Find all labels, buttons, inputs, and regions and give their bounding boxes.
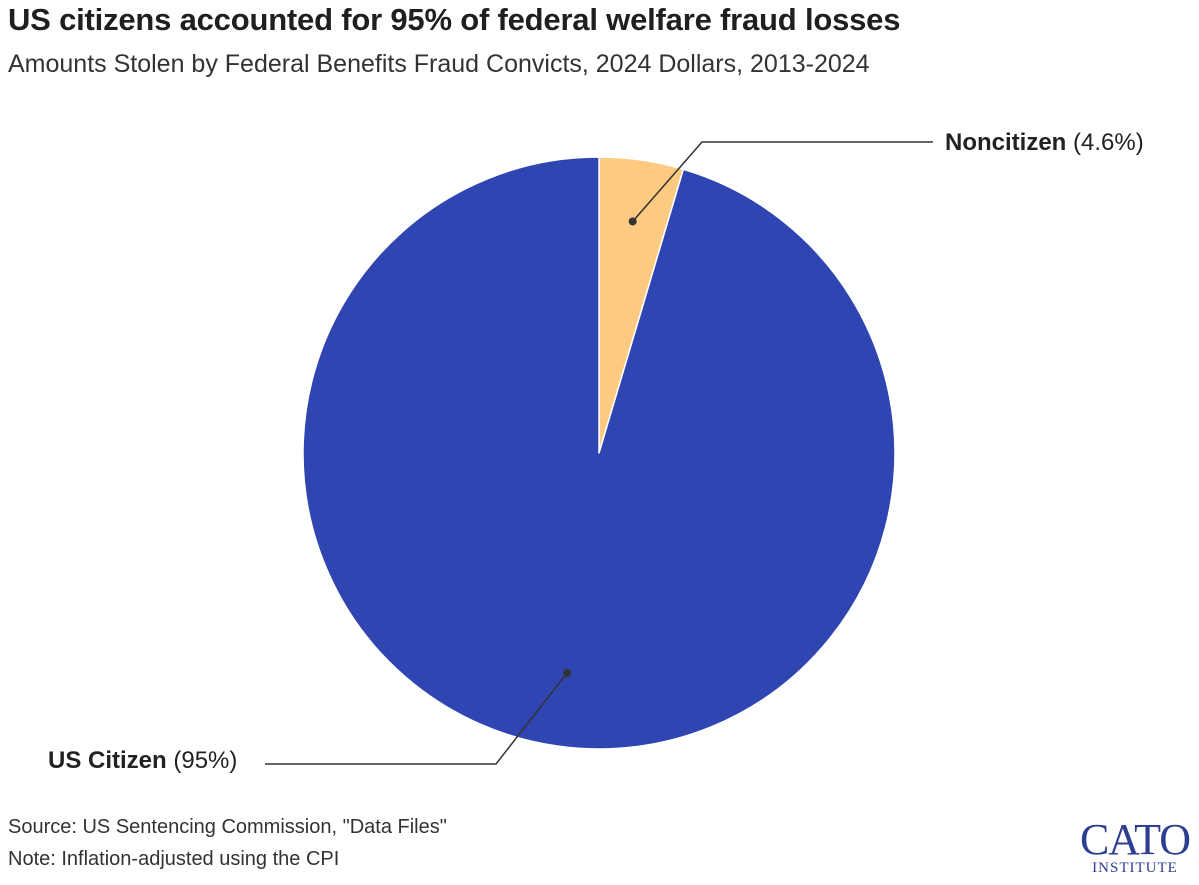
source-note: Source: US Sentencing Commission, "Data …	[8, 816, 447, 838]
label-us-citizen-value: (95%)	[167, 747, 238, 774]
logo-sub-text: INSTITUTE	[1092, 860, 1178, 876]
label-us-citizen: US Citizen (95%)	[48, 747, 237, 774]
chart-subtitle: Amounts Stolen by Federal Benefits Fraud…	[8, 50, 870, 78]
label-us-citizen-name: US Citizen	[48, 747, 167, 774]
label-noncitizen-value: (4.6%)	[1066, 129, 1143, 156]
chart-title: US citizens accounted for 95% of federal…	[8, 2, 901, 37]
us-citizen-leader-line	[265, 672, 568, 765]
logo-main-text: CATO	[1079, 815, 1191, 864]
label-noncitizen: Noncitizen (4.6%)	[945, 129, 1144, 156]
noncitizen-leader-line	[632, 141, 933, 222]
cato-institute-logo: CATO INSTITUTE	[1079, 815, 1191, 878]
label-noncitizen-name: Noncitizen	[945, 129, 1066, 156]
inflation-note: Note: Inflation-adjusted using the CPI	[8, 848, 340, 870]
pie-slice-us-citizen	[302, 156, 896, 750]
